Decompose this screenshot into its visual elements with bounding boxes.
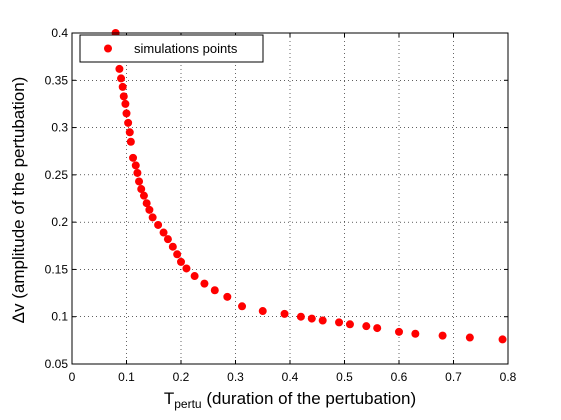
data-point [173,250,182,259]
data-point [296,312,305,321]
x-tick-label: 0 [69,370,76,384]
data-point [223,292,232,301]
data-point [117,74,126,83]
data-point [137,185,146,194]
data-point [163,235,172,244]
x-tick-label: 0.3 [227,370,244,384]
data-point [115,64,124,73]
x-tick-label: 0.8 [500,370,517,384]
data-point [411,329,420,338]
y-tick-label: 0.2 [51,215,68,229]
y-tick-label: 0.1 [51,310,68,324]
data-point [190,272,199,281]
x-axis-label-subscript: pertu [174,397,201,411]
data-point [139,191,148,200]
data-point [135,177,144,186]
data-point [154,220,163,229]
data-point [182,264,191,273]
x-tick-label: 0.2 [173,370,190,384]
data-point [129,153,138,162]
plot-frame [71,32,509,365]
y-tick-label: 0.3 [51,121,68,135]
x-axis-label: Tpertu (duration of the pertubation) [164,389,416,411]
x-tick-label: 0.4 [282,370,299,384]
data-point [373,324,382,333]
data-point [345,320,354,329]
data-point [145,205,154,214]
data-point [142,199,151,208]
x-tick-label: 0.7 [445,370,462,384]
data-point [133,168,142,177]
data-point [131,161,140,170]
data-point [280,309,289,318]
data-point [122,109,131,118]
data-point [498,335,507,344]
y-tick-label: 0.15 [45,262,69,276]
y-tick-label: 0.05 [45,357,69,371]
y-tick-label: 0.4 [51,26,68,40]
data-point [362,322,371,331]
y-tick-label: 0.25 [45,168,69,182]
data-point [125,128,134,137]
y-tick-label: 0.35 [45,73,69,87]
data-point [119,92,128,101]
x-tick-label: 0.1 [118,370,135,384]
y-axis-label: Δv (amplitude of the pertubation) [9,77,28,324]
data-point [438,331,447,340]
data-point [210,286,219,295]
data-point [318,316,327,325]
data-point [118,82,127,91]
data-point [465,333,474,342]
plot-area [72,33,508,364]
data-point [159,228,168,237]
x-tick-label: 0.6 [391,370,408,384]
x-axis-label-main: T [164,389,174,408]
data-point [124,118,133,127]
axis-ticks: 0 0.1 0.2 0.3 0.4 0.5 0.6 0.7 0.8 0.05 0.1 0.15 0.2 0… [45,26,517,384]
data-point [177,257,185,266]
data-point [126,137,135,146]
legend-label: simulations points [134,41,238,56]
legend: simulations points [79,34,264,63]
data-point [168,242,177,251]
data-point [258,307,267,316]
data-point [335,318,344,327]
data-point [148,213,157,222]
data-points [111,29,507,344]
data-point [395,327,403,336]
data-point [121,99,130,108]
x-tick-label: 0.5 [336,370,353,384]
x-axis-label-rest: (duration of the pertubation) [202,389,417,408]
data-point [307,314,316,323]
data-point [200,279,209,288]
legend-marker [104,44,112,53]
data-point [238,302,247,311]
